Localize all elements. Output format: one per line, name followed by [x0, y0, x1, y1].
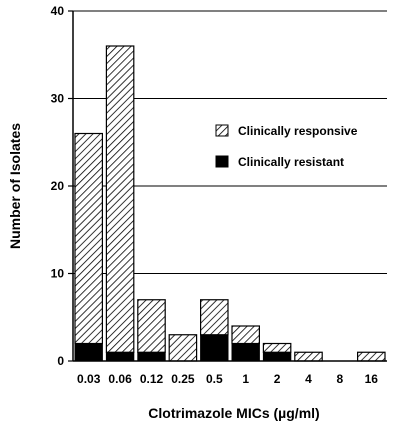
bar-resistant-2 [262, 351, 292, 362]
x-tick-label-0.03: 0.03 [77, 372, 101, 386]
bar-resistant-0.06 [105, 351, 135, 362]
bar-responsive-1 [231, 325, 260, 345]
bar-responsive-16 [357, 351, 386, 362]
bar-responsive-2 [262, 342, 292, 353]
x-tick-label-0.06: 0.06 [108, 372, 132, 386]
x-tick-label-16: 16 [365, 372, 379, 386]
x-tick-label-1: 1 [242, 372, 249, 386]
legend-swatch-responsive [215, 124, 229, 137]
bar-resistant-0.03 [74, 343, 103, 362]
bar-responsive-4 [294, 351, 323, 362]
bar-responsive-0.12 [137, 299, 166, 353]
bar-resistant-1 [231, 343, 260, 362]
axes [68, 10, 387, 362]
bar-responsive-0.03 [74, 132, 103, 345]
x-tick-label-2: 2 [274, 372, 281, 386]
y-tick-label-40: 40 [51, 4, 65, 18]
legend-label-responsive: Clinically responsive [238, 124, 358, 138]
y-tick-label-30: 30 [51, 92, 65, 106]
x-tick-label-0.12: 0.12 [140, 372, 164, 386]
legend-swatch-resistant [215, 155, 229, 168]
y-tick-label-20: 20 [51, 179, 65, 193]
x-tick-label-8: 8 [337, 372, 344, 386]
y-tick-labels: 0 10 20 30 40 [51, 4, 65, 368]
bar-responsive-0.25 [168, 334, 198, 362]
bar-resistant-0.12 [137, 351, 166, 362]
y-axis-title: Number of Isolates [7, 123, 23, 249]
bar-responsive-0.5 [200, 299, 229, 336]
x-tick-label-4: 4 [305, 372, 312, 386]
legend-label-resistant: Clinically resistant [238, 155, 344, 169]
y-tick-label-10: 10 [51, 267, 65, 281]
x-tick-labels: 0.03 0.06 0.12 0.25 0.5 1 2 4 8 16 [77, 372, 378, 386]
bar-resistant-0.5 [200, 334, 229, 362]
legend: Clinically responsive Clinically resista… [215, 124, 358, 169]
x-tick-label-0.5: 0.5 [206, 372, 223, 386]
x-tick-label-0.25: 0.25 [171, 372, 195, 386]
x-axis-title: Clotrimazole MICs (µg/ml) [148, 405, 319, 421]
bars-group [74, 45, 386, 362]
bar-responsive-0.06 [105, 45, 135, 353]
y-tick-label-0: 0 [57, 354, 64, 368]
